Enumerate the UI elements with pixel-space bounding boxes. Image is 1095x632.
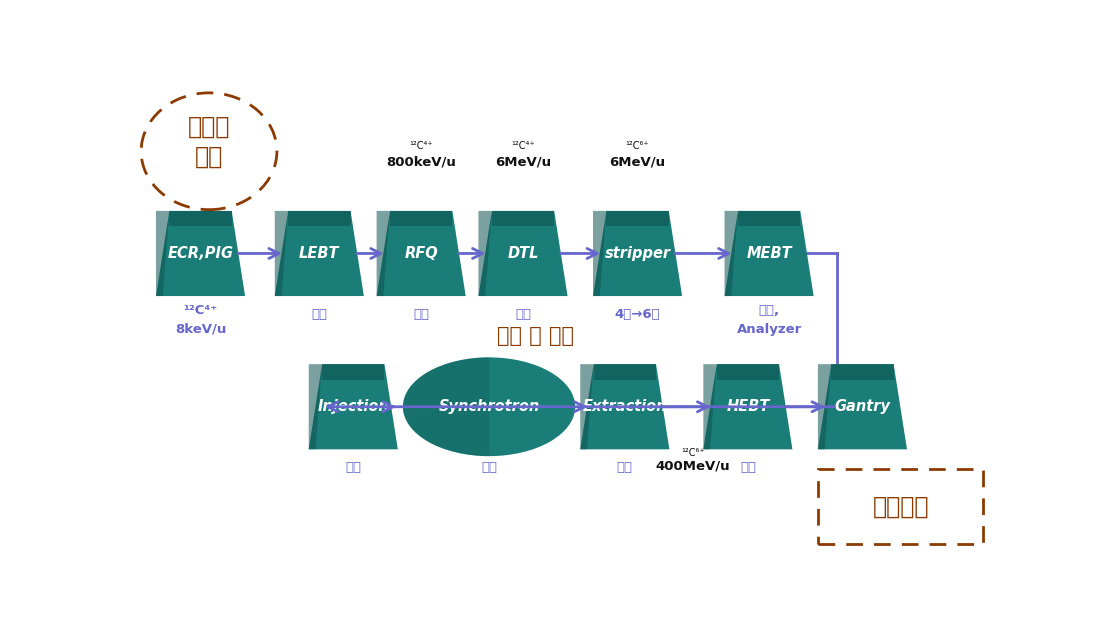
Text: 인출: 인출 bbox=[616, 461, 633, 474]
Polygon shape bbox=[818, 364, 831, 449]
Polygon shape bbox=[593, 211, 682, 296]
Text: ¹²C⁶⁺: ¹²C⁶⁺ bbox=[625, 142, 649, 151]
Polygon shape bbox=[607, 211, 669, 226]
Text: ¹²C⁴⁺: ¹²C⁴⁺ bbox=[183, 305, 218, 317]
Polygon shape bbox=[479, 211, 567, 296]
Text: 6MeV/u: 6MeV/u bbox=[495, 155, 551, 168]
Text: ECR,PIG: ECR,PIG bbox=[168, 246, 233, 261]
Text: Gantry: Gantry bbox=[834, 399, 890, 414]
Polygon shape bbox=[593, 211, 607, 296]
Text: ¹²C⁴⁺: ¹²C⁴⁺ bbox=[410, 142, 433, 151]
Text: 이온빔
발생: 이온빔 발생 bbox=[188, 114, 230, 168]
Polygon shape bbox=[738, 211, 800, 226]
Polygon shape bbox=[703, 364, 717, 449]
Text: 수송: 수송 bbox=[740, 461, 756, 474]
Text: LEBT: LEBT bbox=[299, 246, 339, 261]
Text: 조사장치: 조사장치 bbox=[873, 494, 929, 518]
Circle shape bbox=[403, 357, 575, 456]
Polygon shape bbox=[377, 211, 465, 296]
Text: 가속: 가속 bbox=[481, 461, 497, 474]
Text: Analyzer: Analyzer bbox=[737, 323, 802, 336]
Text: 수송,: 수송, bbox=[759, 305, 780, 317]
Polygon shape bbox=[322, 364, 384, 379]
Text: 4가→6가: 4가→6가 bbox=[614, 308, 660, 320]
Text: 8keV/u: 8keV/u bbox=[175, 323, 227, 336]
Polygon shape bbox=[170, 211, 232, 226]
Wedge shape bbox=[403, 357, 489, 456]
Polygon shape bbox=[155, 211, 245, 296]
Polygon shape bbox=[725, 211, 738, 296]
Text: ¹²C⁶⁺: ¹²C⁶⁺ bbox=[681, 448, 704, 458]
Text: 가속: 가속 bbox=[515, 308, 531, 320]
Text: ¹²C⁴⁺: ¹²C⁴⁺ bbox=[511, 142, 534, 151]
Text: RFQ: RFQ bbox=[404, 246, 438, 261]
Polygon shape bbox=[309, 364, 397, 449]
Text: stripper: stripper bbox=[604, 246, 670, 261]
Text: 가속 및 수송: 가속 및 수송 bbox=[497, 326, 574, 346]
Text: 6MeV/u: 6MeV/u bbox=[610, 155, 666, 168]
Text: MEBT: MEBT bbox=[747, 246, 792, 261]
Polygon shape bbox=[288, 211, 350, 226]
Polygon shape bbox=[377, 211, 390, 296]
Polygon shape bbox=[725, 211, 814, 296]
Text: Extraction: Extraction bbox=[583, 399, 667, 414]
Text: 400MeV/u: 400MeV/u bbox=[656, 459, 730, 473]
Text: 가속: 가속 bbox=[413, 308, 429, 320]
Text: HEBT: HEBT bbox=[726, 399, 770, 414]
Polygon shape bbox=[155, 211, 170, 296]
Text: 수송: 수송 bbox=[311, 308, 327, 320]
Text: Synchrotron: Synchrotron bbox=[438, 399, 540, 414]
Polygon shape bbox=[309, 364, 322, 449]
Text: DTL: DTL bbox=[507, 246, 539, 261]
Text: 입사: 입사 bbox=[345, 461, 361, 474]
Polygon shape bbox=[818, 364, 907, 449]
Polygon shape bbox=[390, 211, 452, 226]
Polygon shape bbox=[703, 364, 793, 449]
Polygon shape bbox=[580, 364, 669, 449]
Polygon shape bbox=[275, 211, 364, 296]
Polygon shape bbox=[580, 364, 593, 449]
Polygon shape bbox=[717, 364, 779, 379]
Text: 800keV/u: 800keV/u bbox=[387, 155, 457, 168]
Polygon shape bbox=[479, 211, 492, 296]
Polygon shape bbox=[831, 364, 894, 379]
Text: Injection: Injection bbox=[318, 399, 389, 414]
Polygon shape bbox=[593, 364, 656, 379]
Polygon shape bbox=[492, 211, 554, 226]
Polygon shape bbox=[275, 211, 288, 296]
